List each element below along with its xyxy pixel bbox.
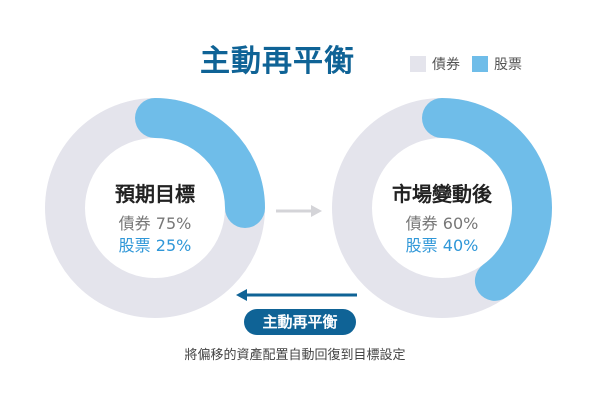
right-donut-stock-text: 股票 40% — [405, 236, 479, 255]
left-donut-stock-arc — [135, 98, 265, 228]
right-donut-center: 市場變動後 債券 60% 股票 40% — [362, 178, 522, 257]
legend-swatch-bond — [410, 56, 426, 72]
right-donut-label: 市場變動後 — [392, 182, 492, 206]
legend-item-stock: 股票 — [472, 54, 522, 74]
left-donut — [45, 98, 265, 318]
forward-arrow — [276, 205, 322, 217]
left-donut-center: 預期目標 債券 75% 股票 25% — [75, 178, 235, 257]
legend-swatch-stock — [472, 56, 488, 72]
left-donut-bond-text: 債券 75% — [118, 214, 192, 233]
legend: 債券 股票 — [410, 54, 534, 74]
legend-item-bond: 債券 — [410, 54, 460, 74]
diagram-title: 主動再平衡 — [200, 44, 355, 79]
caption: 將偏移的資產配置自動回復到目標設定 — [184, 348, 406, 363]
right-donut — [332, 98, 552, 318]
right-donut-stock-arc — [422, 98, 552, 301]
right-donut-bond-text: 債券 60% — [405, 214, 479, 233]
left-donut-label: 預期目標 — [115, 182, 195, 206]
legend-label-bond: 債券 — [432, 57, 460, 73]
rebalance-badge: 主動再平衡 — [244, 309, 356, 335]
rebalance-arrow — [236, 289, 357, 301]
left-donut-stock-text: 股票 25% — [118, 236, 192, 255]
legend-label-stock: 股票 — [494, 57, 522, 73]
